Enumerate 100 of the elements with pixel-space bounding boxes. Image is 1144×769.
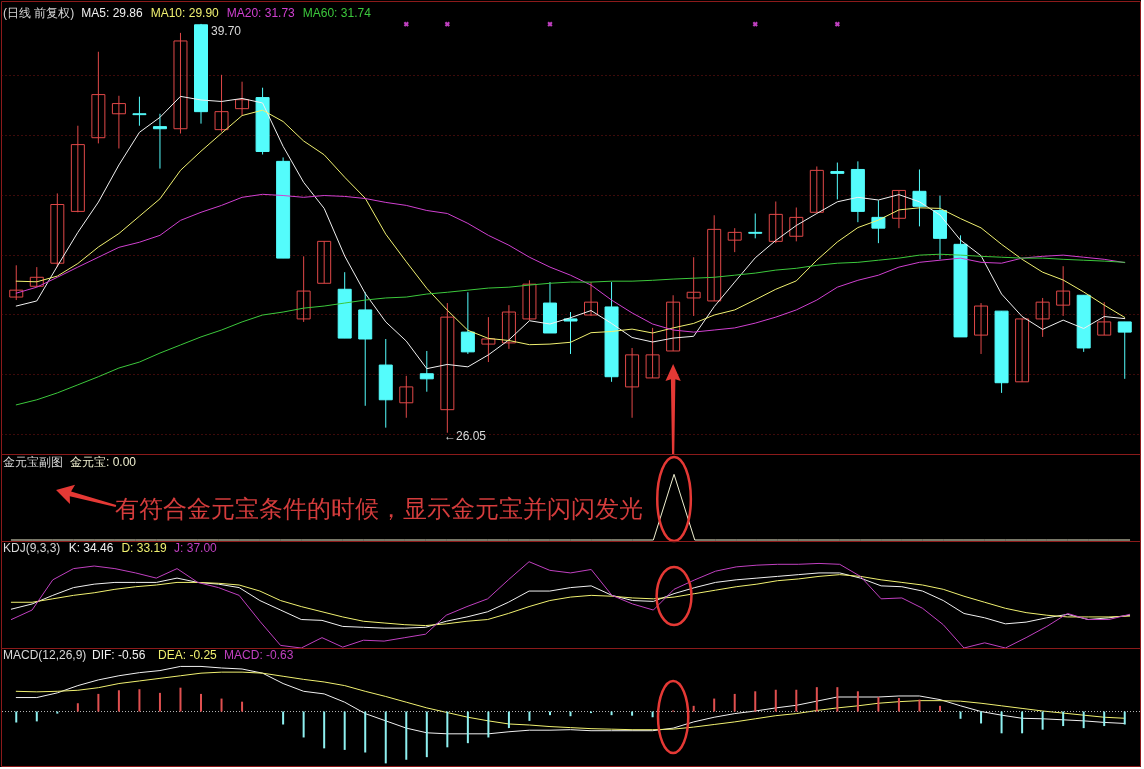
bar	[302, 711, 305, 738]
candlestick	[912, 168, 927, 227]
bar	[35, 711, 38, 722]
candlestick	[830, 162, 845, 200]
candlestick	[501, 304, 516, 350]
candlestick	[584, 281, 599, 317]
series-label: DIF: -0.56	[92, 648, 146, 662]
bar	[364, 711, 367, 753]
bar	[1103, 711, 1106, 727]
candlestick	[686, 256, 701, 317]
bar	[877, 697, 880, 712]
annotation: ←26.05	[444, 429, 487, 443]
candlestick	[871, 199, 886, 244]
bar	[795, 689, 798, 712]
text: MA5: 29.86	[81, 6, 144, 20]
candlestick	[481, 316, 496, 363]
candlestick	[563, 311, 578, 355]
bar	[1041, 711, 1044, 730]
text: K: 34.46	[68, 541, 114, 555]
bar	[220, 698, 223, 712]
candlestick	[748, 212, 763, 239]
chart-title: KDJ(9,3,3)	[3, 541, 61, 555]
candlestick	[768, 201, 783, 244]
candlestick	[1015, 318, 1030, 383]
candlestick	[645, 327, 660, 379]
bar	[733, 693, 736, 712]
bar	[56, 711, 59, 714]
text: D: 33.19	[121, 541, 168, 555]
bar	[713, 698, 716, 712]
bar	[836, 687, 839, 712]
bar	[138, 689, 141, 712]
candlestick	[173, 32, 188, 135]
bar	[117, 690, 120, 712]
bar	[815, 687, 818, 712]
text: MA10: 29.90	[150, 6, 220, 20]
candlestick	[522, 279, 537, 321]
candlestick	[727, 227, 742, 253]
candlestick	[399, 375, 414, 419]
candlestick	[132, 96, 147, 127]
bar	[959, 711, 962, 719]
bar	[507, 711, 510, 729]
series-label: J: 37.00	[174, 541, 218, 555]
bar	[1123, 711, 1126, 725]
candlestick	[50, 192, 65, 268]
bar	[856, 691, 859, 712]
chart-title: MACD(12,26,9)	[3, 648, 87, 662]
candlestick	[666, 294, 681, 352]
bar	[754, 691, 757, 712]
candlestick	[1117, 321, 1132, 380]
annotation: 39.70	[211, 24, 242, 38]
candlestick	[70, 125, 85, 213]
bar	[528, 711, 531, 721]
candlestick	[1035, 297, 1050, 338]
candlestick	[9, 264, 24, 301]
candlestick	[152, 113, 167, 170]
chart-title: (日线 前复权)	[3, 6, 75, 20]
bar	[97, 693, 100, 712]
candlestick	[1056, 265, 1071, 317]
candlestick	[974, 302, 989, 355]
text: MA20: 31.73	[226, 6, 296, 20]
bar	[158, 692, 161, 712]
candlestick	[789, 207, 804, 242]
candlestick	[419, 350, 434, 393]
candlestick	[296, 255, 311, 323]
series-label: DEA: -0.25	[158, 648, 218, 662]
bar	[897, 698, 900, 712]
bar	[980, 711, 983, 724]
bar	[631, 711, 634, 716]
candlestick	[214, 74, 229, 133]
bar	[179, 687, 182, 712]
candlestick	[91, 51, 106, 144]
candlestick	[809, 165, 824, 213]
candlestick	[1097, 301, 1112, 336]
text: 金元宝: 0.00	[70, 455, 137, 469]
bar	[918, 699, 921, 712]
candlestick	[891, 189, 906, 229]
bar	[1082, 711, 1085, 729]
bar	[1000, 711, 1003, 734]
candlestick	[317, 240, 332, 284]
bar	[384, 711, 387, 764]
bar	[938, 705, 941, 712]
chart-title: 金元宝副图	[3, 455, 63, 469]
bar	[487, 711, 490, 738]
bar	[692, 705, 695, 712]
bar	[425, 711, 428, 758]
candlestick	[111, 95, 126, 149]
candlestick	[625, 347, 640, 419]
text: MACD: -0.63	[224, 648, 294, 662]
candlestick	[29, 266, 44, 288]
bar	[241, 701, 244, 712]
bar	[76, 703, 79, 712]
text: MA60: 31.74	[302, 6, 372, 20]
bar	[200, 693, 203, 712]
bar	[343, 711, 346, 750]
bar	[1062, 711, 1065, 727]
bar	[15, 711, 18, 723]
bar	[323, 711, 326, 749]
bar	[774, 689, 777, 712]
bar	[446, 711, 449, 748]
annotation: 有符合金元宝条件的时候，显示金元宝并闪闪发光	[115, 496, 643, 522]
